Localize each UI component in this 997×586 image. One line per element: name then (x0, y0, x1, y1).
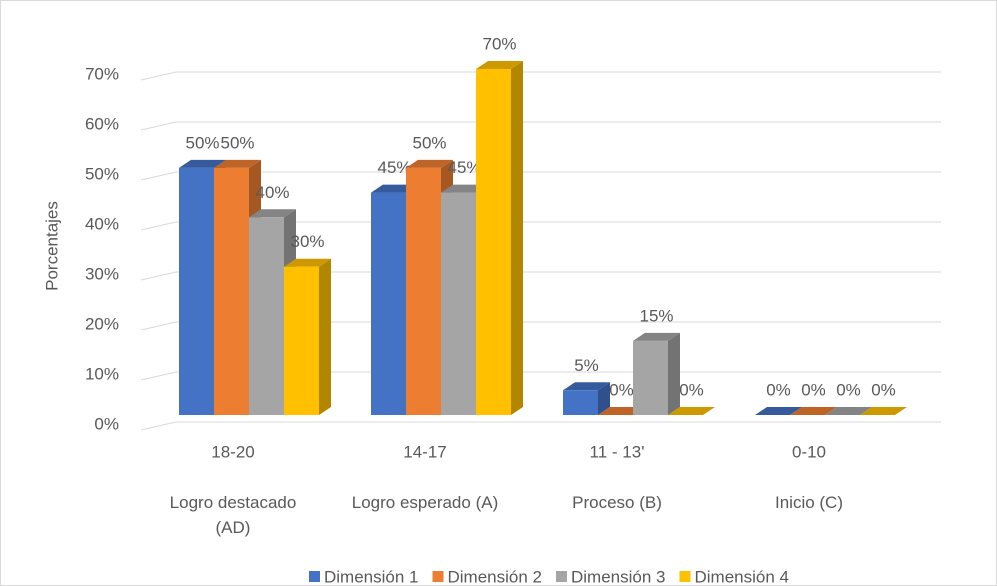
bar-face (633, 340, 668, 415)
data-label: 0% (609, 380, 634, 399)
group-label: Logro esperado (A) (351, 493, 499, 512)
group-label: Proceso (B) (572, 493, 662, 512)
legend-swatch (556, 571, 567, 582)
data-label: 30% (290, 232, 324, 251)
bar-face (860, 407, 907, 415)
data-label: 50% (220, 133, 254, 152)
bar (860, 407, 907, 415)
bar-face (563, 390, 598, 415)
bar-face (441, 192, 476, 415)
x-tick-label: 11 - 13' (590, 442, 645, 461)
grid-line (140, 221, 941, 231)
bar-face (284, 266, 319, 415)
x-tick-label: 0-10 (792, 442, 826, 461)
data-label: 50% (185, 133, 219, 152)
y-tick-label: 20% (85, 314, 119, 333)
bar-face (371, 192, 406, 415)
bar (563, 382, 610, 415)
bar-face (284, 258, 331, 267)
bar-face (598, 382, 610, 415)
group-label: Inicio (C) (774, 493, 843, 512)
grid-line (140, 321, 941, 331)
data-label: 70% (482, 34, 516, 53)
bar-face (511, 61, 523, 415)
legend-swatch (309, 571, 320, 582)
bar-face (790, 407, 837, 415)
y-tick-label: 60% (85, 114, 119, 133)
bar (476, 61, 523, 415)
grid-line (140, 371, 941, 381)
bar-face (179, 167, 214, 415)
y-tick-label: 70% (85, 64, 119, 83)
bar (755, 407, 802, 415)
y-axis-label: Porcentajes (42, 201, 61, 291)
grid-line (140, 121, 941, 131)
group-label: Logro destacado (AD) (169, 493, 297, 537)
bar-face (668, 332, 680, 415)
x-tick-label: 18-20 (211, 442, 254, 461)
grid-line (140, 171, 941, 181)
data-label: 0% (836, 380, 861, 399)
legend-label: Dimensión 3 (571, 567, 666, 585)
legend-label: Dimensión 1 (324, 567, 419, 585)
bar-face (825, 407, 872, 415)
bar (284, 258, 331, 415)
bar-face (214, 159, 261, 168)
legend-label: Dimensión 4 (695, 567, 790, 585)
data-label: 5% (574, 356, 599, 375)
legend-label: Dimensión 2 (448, 567, 543, 585)
y-tick-label: 0% (94, 414, 119, 433)
data-label: 0% (766, 380, 791, 399)
grid-line (140, 71, 941, 81)
bar-face (476, 61, 523, 69)
data-label: 0% (871, 380, 896, 399)
y-tick-label: 10% (85, 364, 119, 383)
y-tick-label: 30% (85, 264, 119, 283)
data-label: 0% (801, 380, 826, 399)
data-label: 0% (679, 380, 704, 399)
bar-face (406, 167, 441, 415)
data-label: 45% (377, 158, 411, 177)
bar (633, 332, 680, 415)
bar (825, 407, 872, 415)
bar-face (406, 159, 453, 168)
x-tick-label: 14-17 (403, 442, 446, 461)
y-tick-label: 40% (85, 214, 119, 233)
data-label: 40% (255, 183, 289, 202)
bar-face (668, 407, 715, 415)
data-label: 15% (639, 306, 673, 325)
grid-line (140, 421, 941, 431)
bar (668, 407, 715, 415)
data-label: 45% (447, 158, 481, 177)
bar-face (214, 167, 249, 415)
bar-face (319, 258, 331, 415)
bar-face (476, 69, 511, 415)
grid-line (140, 271, 941, 281)
data-label: 50% (412, 133, 446, 152)
legend-swatch (432, 571, 444, 582)
y-tick-label: 50% (85, 164, 119, 183)
bar-face (249, 217, 284, 415)
bar-face (179, 159, 226, 168)
bar-face (249, 209, 296, 218)
bar-face (633, 332, 680, 341)
bar (790, 407, 837, 415)
bar-face (755, 407, 802, 415)
bar-face (563, 382, 610, 391)
legend-swatch (679, 571, 691, 582)
